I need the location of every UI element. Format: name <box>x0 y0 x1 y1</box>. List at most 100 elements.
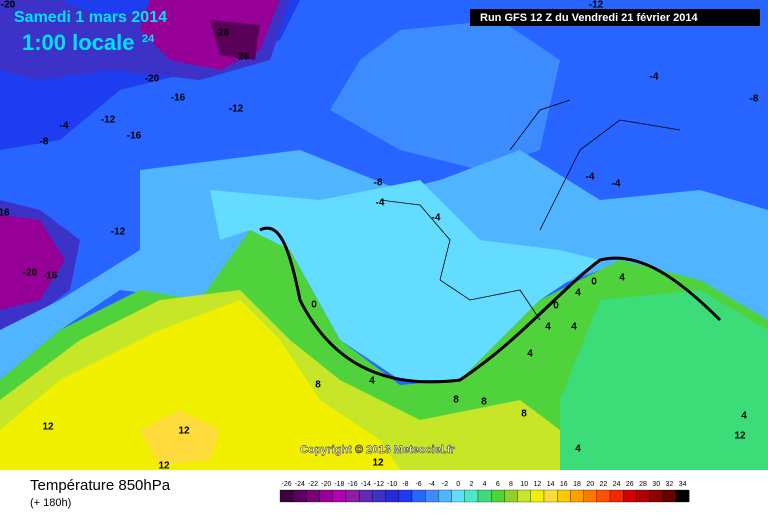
scale-swatch <box>411 489 426 503</box>
contour-label: 8 <box>481 397 487 408</box>
run: Run GFS 12 Z du Vendredi 21 février 2014 <box>480 12 699 24</box>
scale-swatch <box>319 489 333 503</box>
step: 24 <box>142 33 155 45</box>
scale-swatch <box>596 489 611 503</box>
contour-label: 0 <box>591 277 597 288</box>
scale-swatch <box>543 489 558 503</box>
scale-label: 16 <box>560 481 568 488</box>
scale-swatch <box>583 489 597 503</box>
scale-label: 10 <box>520 481 528 488</box>
scale-swatch <box>609 489 624 503</box>
contour-label: 12 <box>734 431 746 442</box>
contour-label: -4 <box>586 172 595 183</box>
contour-label: -4 <box>612 179 621 190</box>
scale-label: 26 <box>626 481 634 488</box>
scale-swatch <box>530 489 545 503</box>
scale-label: 30 <box>652 481 660 488</box>
scale-label: -20 <box>321 481 331 488</box>
time: 1:00 locale <box>22 30 135 55</box>
scale-label: 4 <box>483 481 487 488</box>
scale-swatch <box>636 489 650 503</box>
contour-label: -8 <box>750 94 759 105</box>
contour-label: -28 <box>215 28 230 39</box>
scale-label: -14 <box>361 481 371 488</box>
scale-swatch <box>306 489 320 503</box>
contour-label: -16 <box>127 131 142 142</box>
scale-label: 20 <box>586 481 594 488</box>
contour-label: -4 <box>60 121 69 132</box>
contour-label: 4 <box>571 322 577 333</box>
scale-label: 28 <box>639 481 647 488</box>
scale-label: -18 <box>334 481 344 488</box>
run-box <box>470 9 760 26</box>
contour-label: -20 <box>145 74 160 85</box>
scale-swatch <box>649 489 663 503</box>
contour-label: 4 <box>575 288 581 299</box>
scale-swatch <box>398 489 413 503</box>
scale-swatch <box>279 489 294 503</box>
contour-label: 4 <box>527 349 533 360</box>
scale-label: 6 <box>496 481 500 488</box>
contour-label: 4 <box>741 411 747 422</box>
scale-label: -12 <box>374 481 384 488</box>
scale-swatch <box>372 489 386 503</box>
contour-label: 0 <box>553 301 559 312</box>
contour-label: -28 <box>235 52 250 63</box>
scale-label: -8 <box>402 481 408 488</box>
scale-label: -6 <box>415 481 421 488</box>
color-scale: -26 -24 -22 -20 -18 -16 -14 -12 -10 -8 -6 -4 -2 0 2 4 6 8… <box>279 481 690 503</box>
contour-label: 16 <box>0 208 10 219</box>
scale-label: -22 <box>308 481 318 488</box>
scale-label: 18 <box>573 481 581 488</box>
scale-swatch <box>675 489 690 503</box>
contour-label: -16 <box>43 271 58 282</box>
scale-swatch <box>359 489 373 503</box>
scale-swatch <box>464 489 479 503</box>
scale-label: 12 <box>534 481 542 488</box>
contour-label: -12 <box>229 104 244 115</box>
date: Samedi 1 mars 2014 <box>14 9 167 26</box>
contour-label: 8 <box>315 380 321 391</box>
scale-label: 32 <box>666 481 674 488</box>
scale-swatch <box>332 489 347 503</box>
contour-label: -8 <box>374 178 383 189</box>
scale-label: -16 <box>348 481 358 488</box>
footer-title: Température 850hPa <box>30 477 171 494</box>
scale-label: -4 <box>429 481 435 488</box>
scale-swatch <box>491 489 505 503</box>
contour-label: 12 <box>372 458 384 469</box>
scale-swatch <box>385 489 399 503</box>
scale-swatch <box>623 489 637 503</box>
scale-label: 24 <box>613 481 621 488</box>
scale-swatch <box>293 489 307 503</box>
scale-swatch <box>345 489 360 503</box>
scale-label: 22 <box>600 481 608 488</box>
scale-label: -2 <box>442 481 448 488</box>
scale-label: 8 <box>509 481 513 488</box>
contour-label: 8 <box>453 395 459 406</box>
contour-label: -20 <box>1 0 16 11</box>
scale-swatch <box>517 489 531 503</box>
contour-label: 4 <box>575 444 581 455</box>
scale-label: -24 <box>295 481 305 488</box>
contour-label: -12 <box>111 227 126 238</box>
contour-label: -4 <box>432 213 441 224</box>
contour-label: -12 <box>589 0 604 11</box>
contour-label: -8 <box>40 137 49 148</box>
contour-label: -12 <box>101 115 116 126</box>
scale-swatch <box>504 489 518 503</box>
footer-lead: (+ 180h) <box>30 497 71 509</box>
contour-label: 0 <box>311 300 317 311</box>
contour-label: -4 <box>650 72 659 83</box>
contour-label: 12 <box>158 461 170 472</box>
contour-label: -20 <box>23 268 38 279</box>
scale-label: 0 <box>456 481 460 488</box>
scale-swatch <box>557 489 571 503</box>
contour-label: 4 <box>545 322 551 333</box>
contour-label: 4 <box>619 273 625 284</box>
copyright: Copyright © 2013 Meteociel.fr <box>300 444 456 456</box>
scale-label: -26 <box>282 481 292 488</box>
scale-label: 34 <box>679 481 687 488</box>
contour-labels: -20 -28 -28 -20 -16 -12 -12 -4 -16 -8 -8 -4 -12 16 -20… <box>0 0 759 472</box>
